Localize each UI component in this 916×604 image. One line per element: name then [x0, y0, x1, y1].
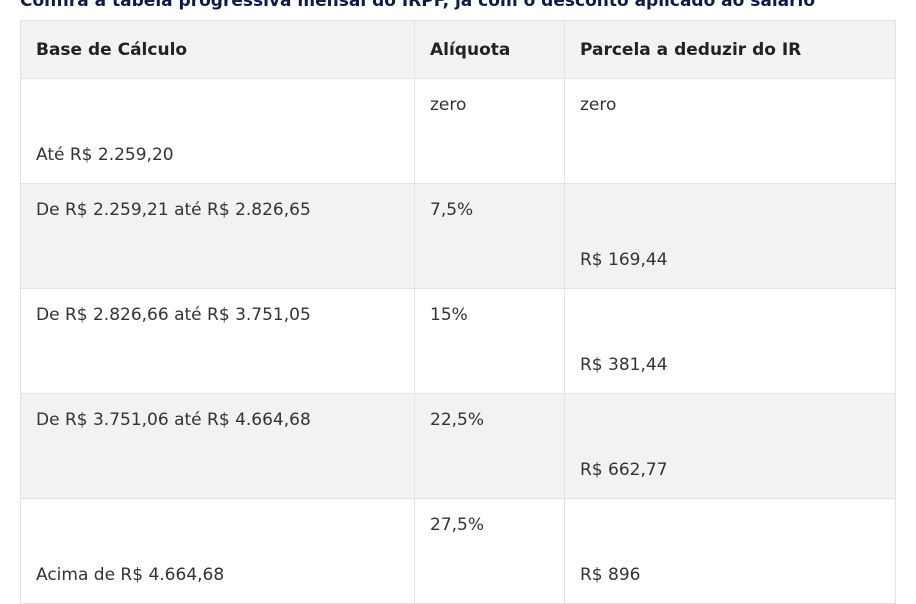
table-cell: Até R$ 2.259,20: [20, 78, 415, 184]
header-cell: Parcela a deduzir do IR: [564, 20, 896, 79]
table-cell: De R$ 2.259,21 até R$ 2.826,65: [20, 183, 415, 289]
header-cell: Base de Cálculo: [20, 20, 415, 79]
page: Confira a tabela progressiva mensal do I…: [20, 0, 896, 604]
table-cell: 27,5%: [414, 498, 565, 604]
table-cell: Acima de R$ 4.664,68: [20, 498, 415, 604]
header-row: Base de Cálculo Alíquota Parcela a deduzir…: [20, 20, 896, 79]
table-cell: R$ 169,44: [564, 183, 896, 289]
table-cell: zero: [414, 78, 565, 184]
table-cell: zero: [564, 78, 896, 184]
title: Confira a tabela progressiva mensal do I…: [20, 0, 816, 11]
table-cell: R$ 381,44: [564, 288, 896, 394]
table-cell: R$ 662,77: [564, 393, 896, 499]
header-cell: Alíquota: [414, 20, 565, 79]
table-row: Até R$ 2.259,20 zero zero: [20, 78, 896, 184]
table-header: Base de Cálculo Alíquota Parcela a deduzir…: [20, 20, 896, 79]
table-cell: De R$ 3.751,06 até R$ 4.664,68: [20, 393, 415, 499]
table-row: De R$ 2.259,21 até R$ 2.826,65 7,5% R$ 169…: [20, 183, 896, 289]
table-cell: 15%: [414, 288, 565, 394]
table-body: Até R$ 2.259,20 zero zero De R$ 2.259,21 at…: [20, 78, 896, 604]
table-row: De R$ 2.826,66 até R$ 3.751,05 15% R$ 381,…: [20, 288, 896, 394]
table-row: Acima de R$ 4.664,68 27,5% R$ 896: [20, 498, 896, 604]
irpf-table: Base de Cálculo Alíquota Parcela a deduzir…: [20, 20, 896, 604]
table-cell: De R$ 2.826,66 até R$ 3.751,05: [20, 288, 415, 394]
table-row: De R$ 3.751,06 até R$ 4.664,68 22,5% R$ 66…: [20, 393, 896, 499]
table-cell: 7,5%: [414, 183, 565, 289]
table-cell: 22,5%: [414, 393, 565, 499]
table-cell: R$ 896: [564, 498, 896, 604]
